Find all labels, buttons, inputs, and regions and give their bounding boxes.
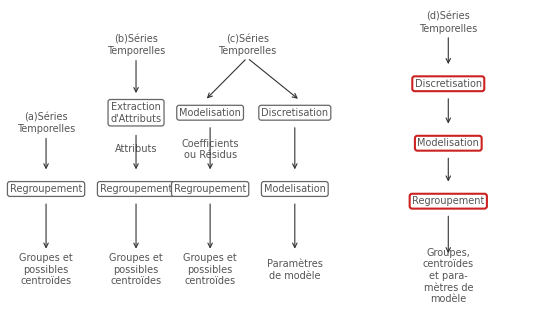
Text: Extraction
d'Attributs: Extraction d'Attributs bbox=[111, 102, 162, 124]
Text: (b)Séries
Temporelles: (b)Séries Temporelles bbox=[107, 35, 165, 56]
Text: Paramètres
de modèle: Paramètres de modèle bbox=[267, 259, 323, 280]
Text: Regroupement: Regroupement bbox=[100, 184, 172, 194]
Text: Coefficients
ou Résidus: Coefficients ou Résidus bbox=[182, 139, 239, 160]
Text: Attributs: Attributs bbox=[115, 144, 157, 154]
Text: Regroupement: Regroupement bbox=[174, 184, 246, 194]
Text: Discretisation: Discretisation bbox=[415, 79, 482, 89]
Text: Groupes et
possibles
centroïdes: Groupes et possibles centroïdes bbox=[183, 253, 237, 286]
Text: Groupes et
possibles
centroïdes: Groupes et possibles centroïdes bbox=[19, 253, 73, 286]
Text: Discretisation: Discretisation bbox=[261, 108, 328, 118]
Text: Modelisation: Modelisation bbox=[417, 138, 479, 148]
Text: (d)Séries
Temporelles: (d)Séries Temporelles bbox=[419, 12, 477, 34]
Text: Groupes,
centroïdes
et para-
mètres de
modèle: Groupes, centroïdes et para- mètres de m… bbox=[423, 248, 474, 304]
Text: Modelisation: Modelisation bbox=[264, 184, 326, 194]
Text: Groupes et
possibles
centroïdes: Groupes et possibles centroïdes bbox=[109, 253, 163, 286]
Text: Modelisation: Modelisation bbox=[179, 108, 241, 118]
Text: Regroupement: Regroupement bbox=[10, 184, 82, 194]
Text: Regroupement: Regroupement bbox=[412, 196, 484, 206]
Text: (a)Séries
Temporelles: (a)Séries Temporelles bbox=[17, 113, 75, 134]
Text: (c)Séries
Temporelles: (c)Séries Temporelles bbox=[218, 35, 277, 56]
